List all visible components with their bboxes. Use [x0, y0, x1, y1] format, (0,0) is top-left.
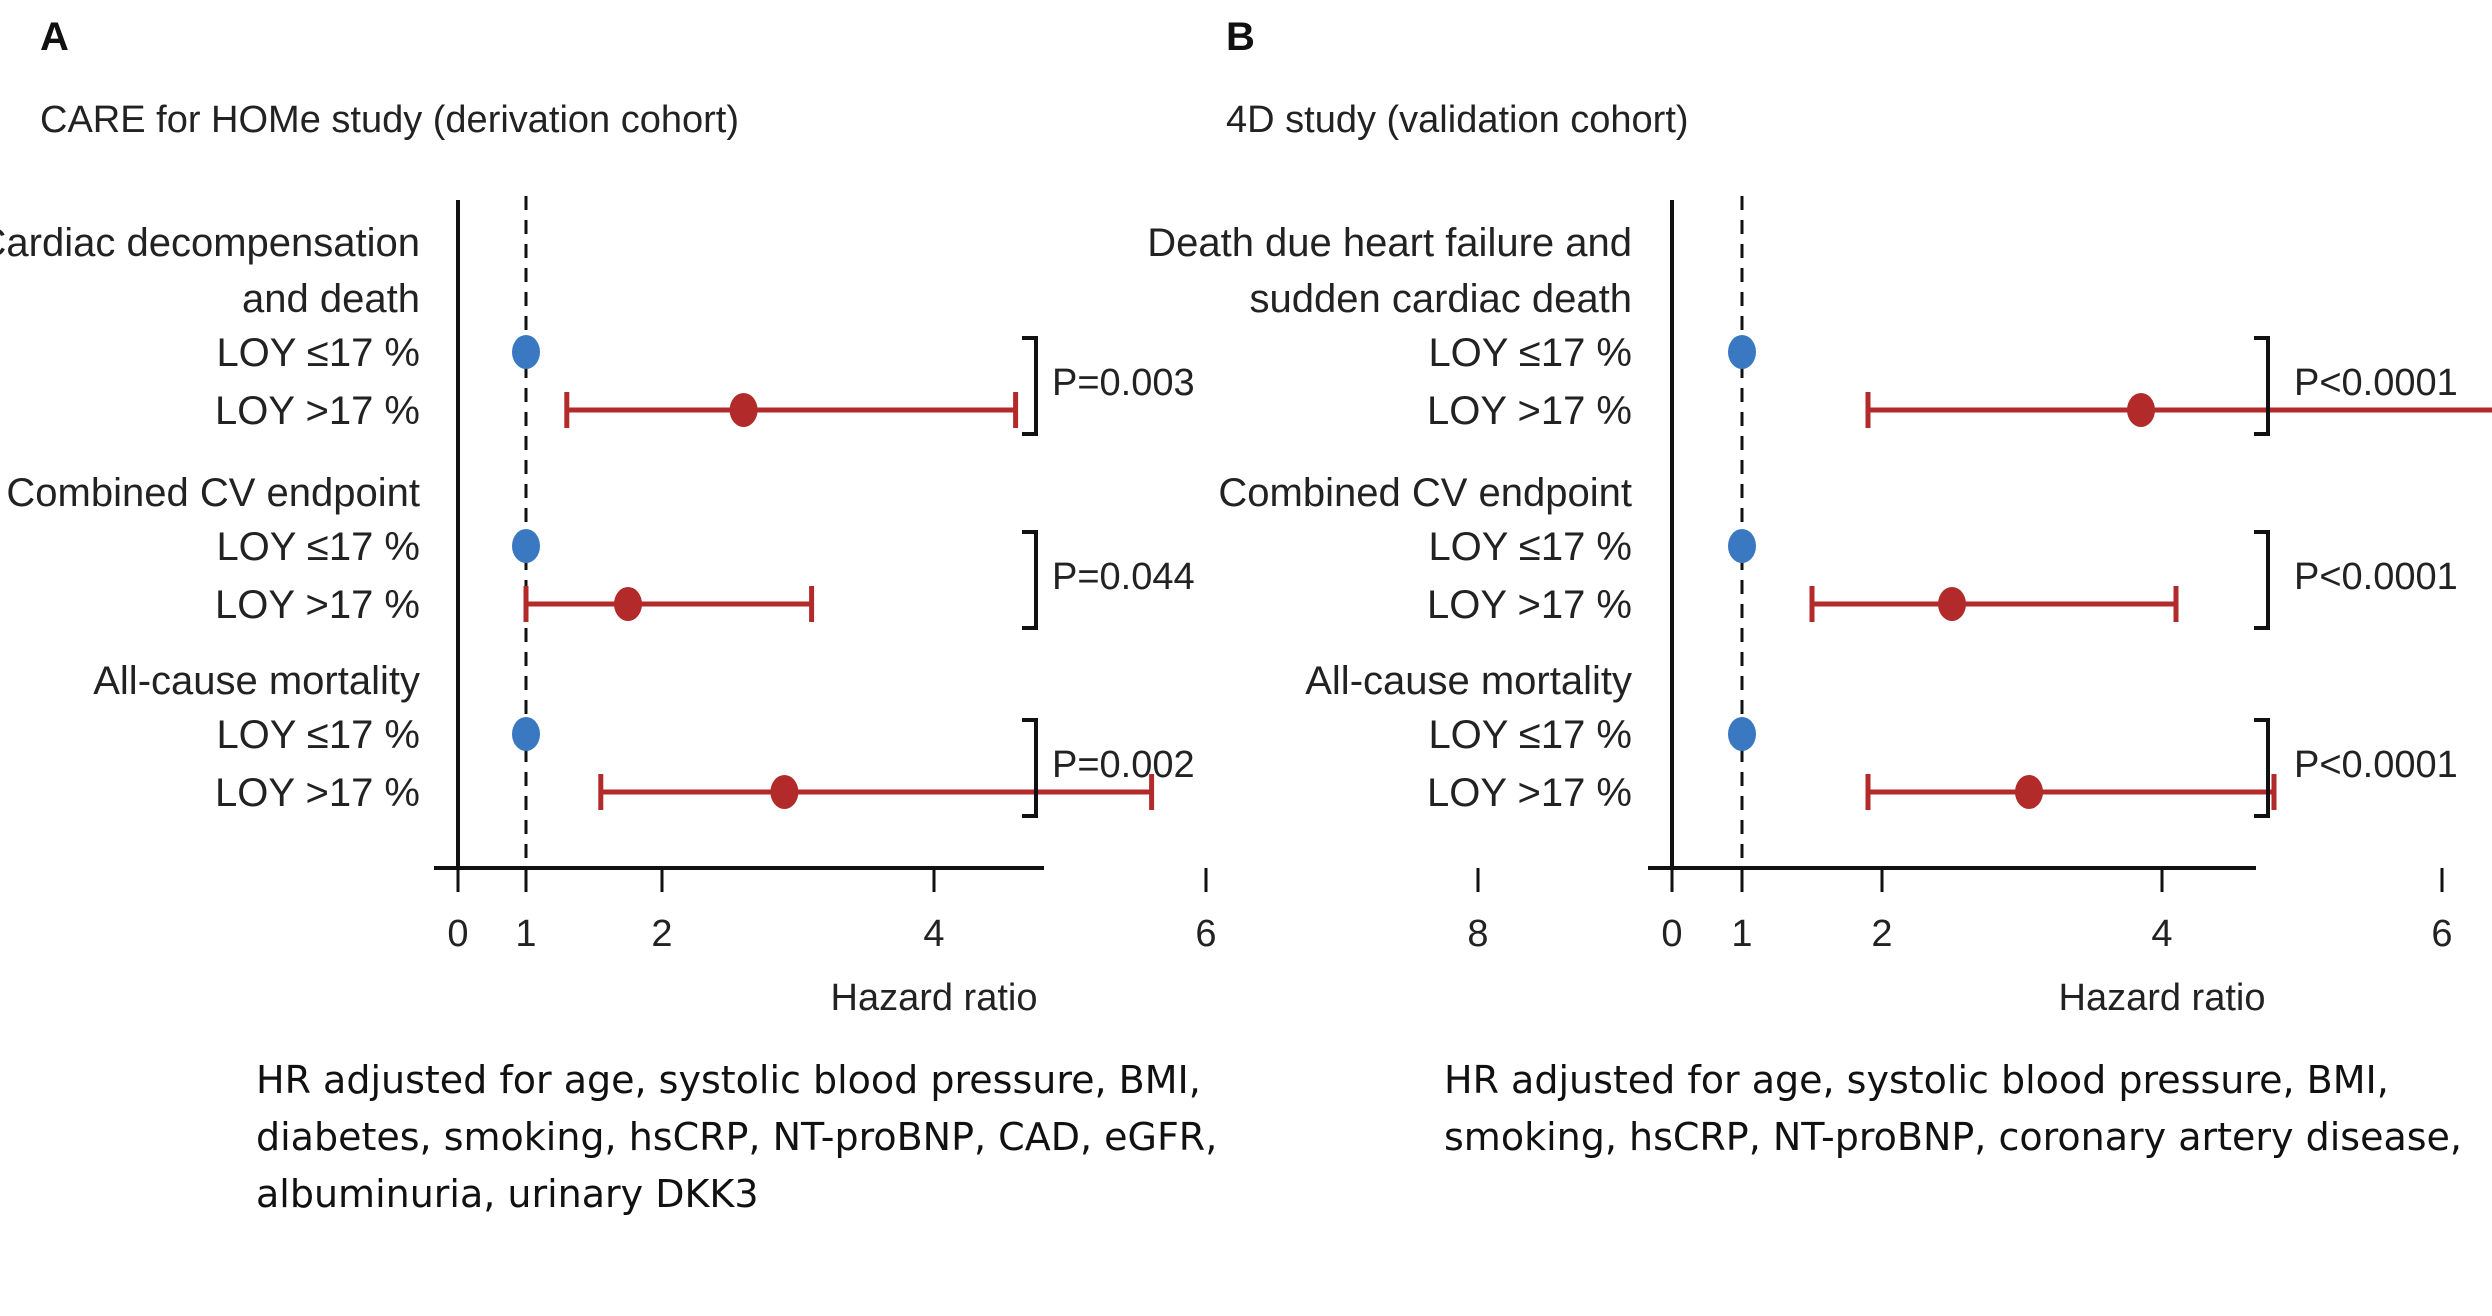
panel-a-hr-point: [614, 587, 642, 621]
panel-b-hr-point: [2015, 775, 2043, 809]
panel-b-group-label: sudden cardiac death: [1250, 277, 1633, 321]
panel-b-hr-point: [2127, 393, 2155, 427]
panel-a-x-tick-label: 6: [1195, 913, 1216, 955]
panel-a-p-bracket: [1022, 718, 1038, 818]
panel-a-p-bracket: [1022, 336, 1038, 436]
panel-b-title: 4D study (validation cohort): [1226, 99, 1689, 141]
panel-a-x-axis-title: Hazard ratio: [831, 977, 1038, 1019]
panel-b-row-label: LOY >17 %: [1427, 389, 1632, 433]
panel-b-group-label: Combined CV endpoint: [1218, 471, 1632, 515]
panel-b-row-label: LOY >17 %: [1427, 583, 1632, 627]
panel-b-reference-point: [1728, 529, 1756, 563]
panel-b-p-bracket: [2254, 530, 2270, 630]
panel-b-hr-point: [1938, 587, 1966, 621]
panel-a-x-tick-label: 4: [923, 913, 944, 955]
panel-a-row-label: LOY >17 %: [215, 389, 420, 433]
panel-a-group-label: All-cause mortality: [93, 659, 420, 703]
panel-b-letter: B: [1226, 15, 1255, 59]
panel-a-x-tick-label: 8: [1467, 913, 1488, 955]
panel-a-group-label: Combined CV endpoint: [6, 471, 420, 515]
panel-b-x-tick-label: 4: [2151, 913, 2172, 955]
panel-a-group-label: and death: [242, 277, 420, 321]
panel-a-hr-point: [729, 393, 758, 427]
panel-b-row-label: LOY >17 %: [1427, 771, 1632, 815]
panel-a-p-value: P=0.044: [1052, 556, 1195, 598]
panel-a-title: CARE for HOMe study (derivation cohort): [40, 99, 739, 141]
panel-b-p-value: P<0.0001: [2294, 744, 2458, 786]
panel-b-x-axis-title: Hazard ratio: [2059, 977, 2266, 1019]
panel-b-x-tick-label: 6: [2431, 913, 2452, 955]
panel-a-reference-point: [512, 335, 540, 369]
panel-a-row-label: LOY >17 %: [215, 583, 420, 627]
panel-b-row-label: LOY ≤17 %: [1428, 525, 1632, 569]
panel-b-x-tick-label: 1: [1731, 913, 1752, 955]
panel-b-adjustment-note: HR adjusted for age, systolic blood pres…: [1444, 1058, 2462, 1159]
panel-b-p-bracket: [2254, 718, 2270, 818]
panel-b-row-label: LOY ≤17 %: [1428, 331, 1632, 375]
panel-a-x-tick-label: 0: [447, 913, 468, 955]
panel-a-p-value: P=0.002: [1052, 744, 1195, 786]
panel-a-row-label: LOY >17 %: [215, 771, 420, 815]
panel-b-p-value: P<0.0001: [2294, 556, 2458, 598]
panel-b-x-tick-label: 2: [1871, 913, 1892, 955]
panel-a-p-bracket: [1022, 530, 1038, 630]
panel-b-row-label: LOY ≤17 %: [1428, 713, 1632, 757]
panel-b-group-label: All-cause mortality: [1305, 659, 1632, 703]
panel-a-x-tick-label: 2: [651, 913, 672, 955]
panel-a-group-label: Cardiac decompensation: [0, 221, 420, 265]
panel-a-row-label: LOY ≤17 %: [216, 331, 420, 375]
panel-a-reference-point: [512, 717, 540, 751]
panel-b-reference-point: [1728, 335, 1756, 369]
panel-a-hr-point: [770, 775, 799, 809]
panel-b-x-tick-label: 0: [1661, 913, 1682, 955]
panel-a-row-label: LOY ≤17 %: [216, 525, 420, 569]
panel-a-p-value: P=0.003: [1052, 362, 1195, 404]
panel-a-x-tick-label: 1: [515, 913, 536, 955]
panel-b-p-value: P<0.0001: [2294, 362, 2458, 404]
panel-a-letter: A: [40, 15, 69, 59]
panel-a-row-label: LOY ≤17 %: [216, 713, 420, 757]
panel-b-group-label: Death due heart failure and: [1147, 221, 1632, 265]
panel-a-reference-point: [512, 529, 540, 563]
panel-b-reference-point: [1728, 717, 1756, 751]
panel-b-p-bracket: [2254, 336, 2270, 436]
panel-a-adjustment-note: HR adjusted for age, systolic blood pres…: [256, 1058, 1218, 1216]
